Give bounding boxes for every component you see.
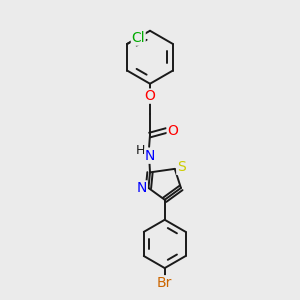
Text: O: O (145, 89, 155, 103)
Text: S: S (177, 160, 186, 174)
Text: H: H (136, 144, 145, 157)
Text: N: N (137, 181, 147, 195)
Text: N: N (145, 149, 155, 163)
Text: O: O (167, 124, 178, 138)
Text: Cl: Cl (131, 31, 145, 45)
Text: Br: Br (157, 276, 172, 290)
